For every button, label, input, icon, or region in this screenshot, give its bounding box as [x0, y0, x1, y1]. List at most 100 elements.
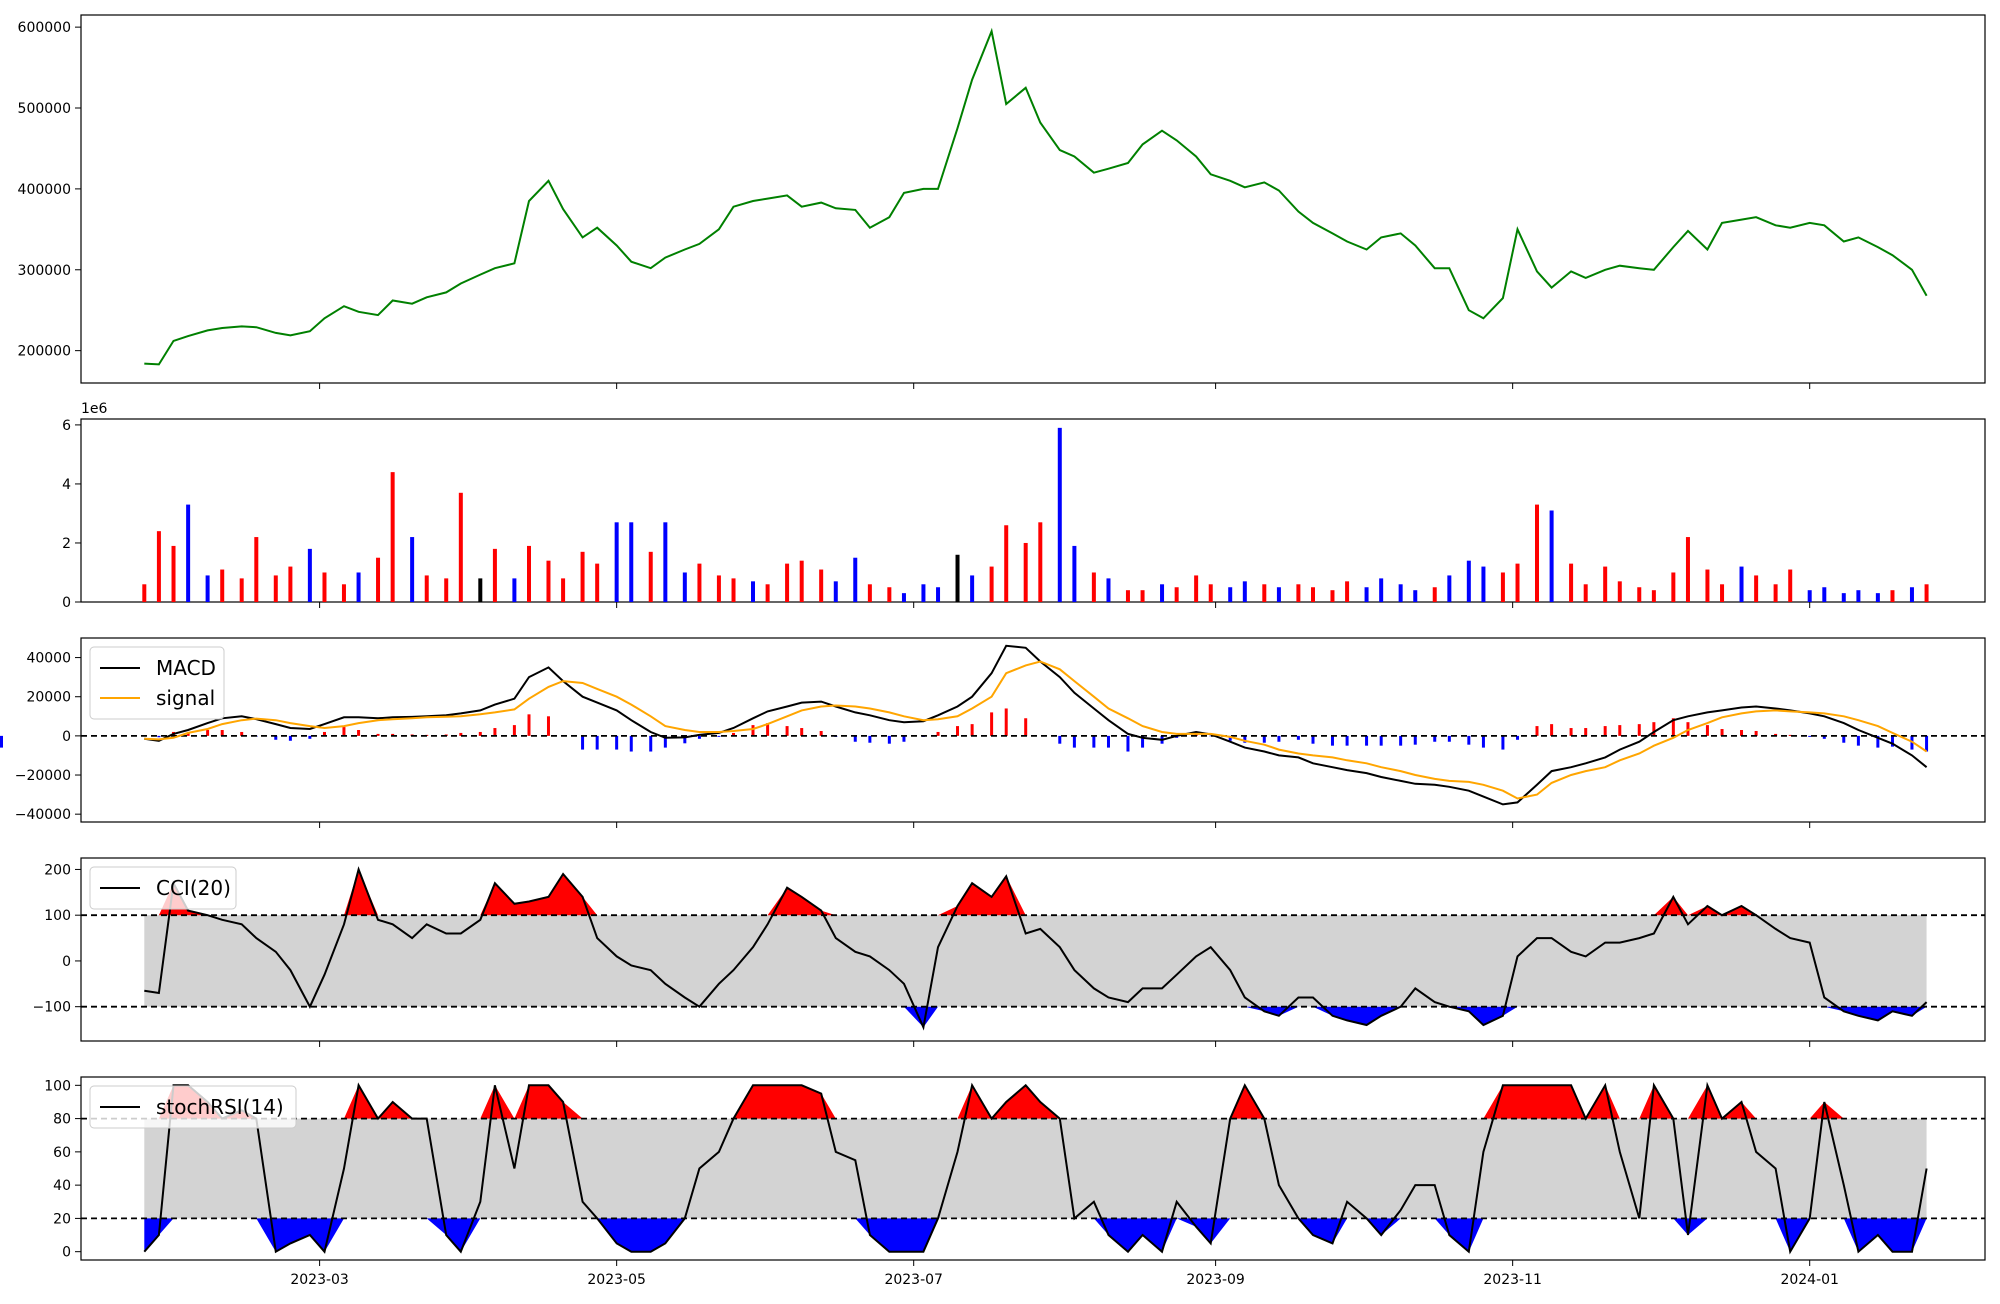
volume-bar	[512, 578, 516, 602]
macd-histogram-bar	[1024, 718, 1027, 736]
macd-histogram-bar	[1312, 736, 1315, 744]
volume-bar	[1345, 581, 1349, 602]
volume-bar	[1925, 584, 1929, 602]
macd-histogram-bar	[1073, 736, 1076, 748]
macd-histogram-bar	[971, 724, 974, 736]
price-ytick-label: 500000	[18, 101, 71, 117]
volume-bar	[1822, 587, 1826, 602]
macd-histogram-bar	[1107, 736, 1110, 748]
volume-ytick-label: 4	[62, 477, 71, 493]
macd-histogram-bar	[157, 736, 160, 737]
volume-ytick-label: 0	[62, 595, 71, 611]
volume-bar	[819, 570, 823, 602]
volume-bar	[1808, 590, 1812, 602]
cci-band	[144, 915, 1926, 1007]
volume-bar	[595, 564, 599, 602]
macd-histogram-bar	[888, 736, 891, 744]
volume-bar	[1311, 587, 1315, 602]
volume-bar	[1262, 584, 1266, 602]
macd-histogram-bar	[1126, 736, 1129, 752]
macd-ytick-label: 20000	[26, 690, 71, 706]
volume-bar	[410, 537, 414, 602]
volume-bar	[1399, 584, 1403, 602]
volume-bar	[1740, 567, 1744, 602]
macd-histogram-bar	[649, 736, 652, 752]
volume-bar	[1160, 584, 1164, 602]
volume-bar	[425, 575, 429, 602]
volume-bar	[581, 552, 585, 602]
volume-bar	[1774, 584, 1778, 602]
volume-bar	[1481, 567, 1485, 602]
volume-bar	[1754, 575, 1758, 602]
volume-bar	[376, 558, 380, 602]
volume-scale-label: 1e6	[81, 401, 108, 417]
price-ytick-label: 600000	[18, 20, 71, 36]
macd-histogram-bar	[0, 736, 3, 748]
volume-bar	[1535, 505, 1539, 602]
volume-bar	[1618, 581, 1622, 602]
volume-bar	[800, 561, 804, 602]
volume-ytick-label: 2	[62, 536, 71, 552]
volume-bar	[1194, 575, 1198, 602]
macd-histogram-bar	[547, 716, 550, 736]
volume-bar	[1141, 590, 1145, 602]
macd-histogram-bar	[357, 730, 360, 736]
volume-bar	[1038, 522, 1042, 602]
macd-histogram-bar	[800, 728, 803, 736]
macd-histogram-bar	[513, 725, 516, 736]
macd-series-signal	[144, 662, 1926, 799]
macd-histogram-bar	[493, 728, 496, 736]
stochrsi-ytick-label: 60	[53, 1145, 71, 1161]
volume-bar	[887, 587, 891, 602]
macd-histogram-bar	[596, 736, 599, 750]
volume-bar	[902, 593, 906, 602]
macd-histogram-bar	[1414, 736, 1417, 745]
volume-bar	[1550, 511, 1554, 603]
macd-histogram-bar	[1842, 736, 1845, 743]
volume-bar	[1209, 584, 1213, 602]
volume-bar	[357, 572, 361, 602]
volume-bar	[785, 564, 789, 602]
volume-bar	[697, 564, 701, 602]
volume-bar	[1106, 578, 1110, 602]
macd-histogram-bar	[1467, 736, 1470, 745]
macd-histogram-bar	[1501, 736, 1504, 750]
volume-bar	[444, 578, 448, 602]
macd-histogram-bar	[615, 736, 618, 750]
macd-ytick-label: −40000	[15, 807, 71, 823]
macd-histogram-bar	[1005, 708, 1008, 735]
volume-bar	[1433, 587, 1437, 602]
volume-bar	[649, 552, 653, 602]
volume-bar	[1277, 587, 1281, 602]
price-ytick-label: 400000	[18, 182, 71, 198]
cci-ytick-label: −100	[33, 1000, 71, 1016]
volume-bar	[1890, 590, 1894, 602]
macd-histogram-bar	[1092, 736, 1095, 748]
volume-bar	[527, 546, 531, 602]
volume-bar	[1637, 587, 1641, 602]
xtick-label: 2023-11	[1483, 1272, 1542, 1288]
volume-bar	[1126, 590, 1130, 602]
macd-histogram-bar	[1584, 728, 1587, 736]
macd-histogram-bar	[1263, 736, 1266, 743]
volume-bar	[663, 522, 667, 602]
macd-histogram-bar	[1346, 736, 1349, 746]
macd-ytick-label: 0	[62, 729, 71, 745]
volume-bar	[1856, 590, 1860, 602]
volume-bar	[1788, 570, 1792, 602]
xtick-label: 2024-01	[1780, 1272, 1839, 1288]
volume-bar	[1447, 575, 1451, 602]
volume-bar	[1024, 543, 1028, 602]
macd-histogram-bar	[1277, 736, 1280, 742]
legend-label: CCI(20)	[156, 876, 231, 900]
price-line	[144, 31, 1926, 364]
macd-histogram-bar	[1448, 736, 1451, 742]
volume-bar	[1842, 593, 1846, 602]
volume-bar	[1720, 584, 1724, 602]
volume-bar	[853, 558, 857, 602]
volume-bar	[1092, 572, 1096, 602]
volume-bar	[1058, 428, 1062, 602]
volume-bar	[206, 575, 210, 602]
cci-oversold-fill	[144, 1007, 1926, 1028]
